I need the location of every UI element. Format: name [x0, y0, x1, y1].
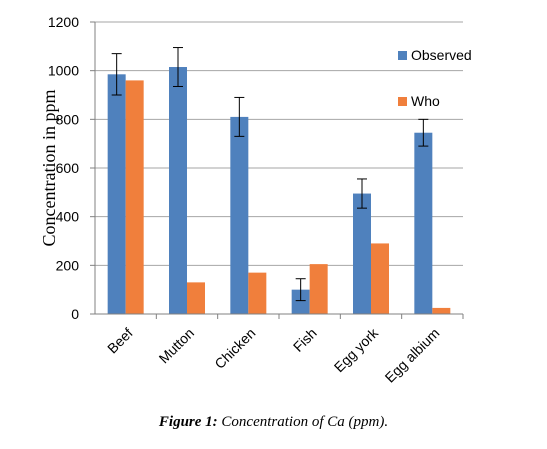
caption-text: Concentration of Ca (ppm).: [221, 414, 389, 430]
bar-observed: [291, 289, 310, 314]
y-tick-label: 400: [56, 209, 80, 225]
y-axis-label: Concentration in ppm: [39, 90, 59, 247]
caption-label: Figure 1:: [158, 414, 218, 430]
legend: Observed Who: [398, 47, 472, 109]
legend-label-observed: Observed: [411, 47, 472, 63]
bar-who: [187, 282, 205, 314]
y-tick-label: 1000: [48, 63, 79, 79]
x-tick-label: Egg albium: [382, 325, 443, 386]
x-tick-label: Chicken: [211, 325, 258, 372]
y-tick-labels: 0 200 400 600 800 1000 1200: [48, 14, 79, 322]
bar-observed: [230, 116, 249, 315]
legend-swatch-observed: [398, 51, 407, 60]
x-tick-labels: Beef Mutton Chicken Fish Egg york Egg albium: [104, 324, 442, 386]
bar-who: [125, 80, 144, 315]
bar-who: [432, 307, 451, 314]
legend-label-who: Who: [411, 93, 440, 109]
bar-observed: [107, 74, 126, 314]
x-tick-label: Mutton: [156, 325, 198, 367]
y-tick-label: 600: [56, 160, 80, 176]
y-tick-label: 0: [71, 306, 79, 322]
bar-who: [371, 243, 389, 314]
y-tick-label: 800: [56, 111, 80, 127]
bar-who: [309, 264, 328, 314]
x-tick-label: Egg york: [331, 324, 382, 375]
bars: [107, 67, 451, 315]
legend-swatch-who: [398, 97, 407, 106]
bar-observed: [353, 193, 371, 314]
gridlines: [95, 21, 463, 266]
figure-caption: Figure 1: Concentration of Ca (ppm).: [0, 414, 547, 431]
bar-observed: [169, 67, 187, 315]
y-tick-label: 1200: [48, 14, 79, 30]
y-tick-label: 200: [56, 257, 80, 273]
x-tick-label: Fish: [290, 325, 320, 355]
bar-chart: 0 200 400 600 800 1000 1200 Beef Mutton Chicken F…: [39, 14, 472, 386]
x-tick-label: Beef: [104, 325, 136, 357]
axes: [90, 21, 464, 319]
bar-who: [248, 272, 267, 314]
bar-observed: [414, 132, 433, 314]
error-bars: [111, 47, 429, 302]
